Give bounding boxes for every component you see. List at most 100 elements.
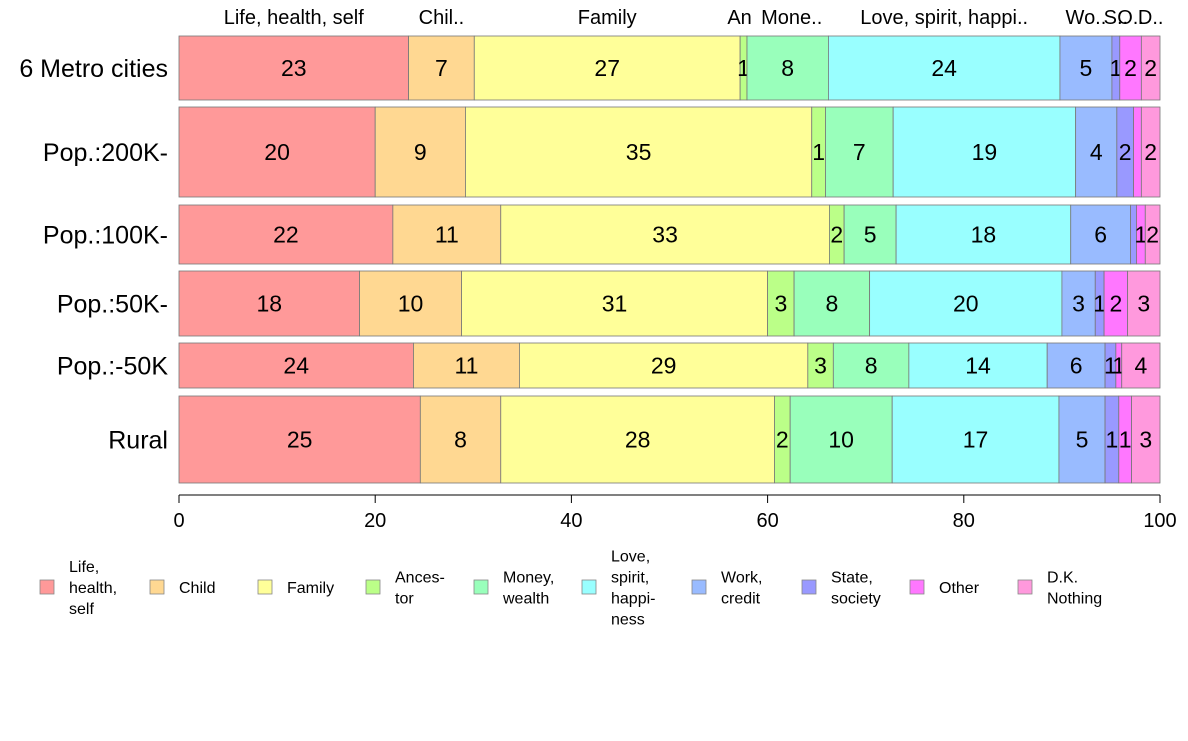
legend-label: Life, — [69, 559, 99, 576]
bar-segment — [832, 342, 910, 389]
bar-segment — [178, 342, 414, 389]
segment-value-label: 2 — [1124, 55, 1137, 81]
bar-segment — [908, 342, 1048, 389]
segment-value-label: 3 — [1139, 427, 1152, 453]
legend-swatch — [365, 579, 381, 595]
top-segment-label: An — [727, 7, 751, 29]
legend-label: Money, — [503, 570, 554, 587]
legend-label: Child — [179, 580, 215, 597]
category-label: Pop.:200K- — [43, 139, 168, 167]
bar-segment — [419, 395, 502, 484]
bar-segment — [746, 35, 829, 101]
bar-segment — [789, 395, 893, 484]
segment-value-label: 31 — [602, 291, 628, 317]
segment-value-label: 33 — [652, 222, 678, 248]
legend-label: Ances- — [395, 570, 445, 587]
legend-swatch — [473, 579, 489, 595]
segment-value-label: 24 — [931, 55, 957, 81]
segment-value-label: 10 — [398, 291, 424, 317]
bar-segment — [1059, 35, 1113, 101]
bar-segment — [465, 106, 813, 198]
category-label: Pop.:100K- — [43, 222, 168, 250]
legend-label: self — [69, 601, 94, 618]
legend-label: health, — [69, 580, 117, 597]
segment-value-label: 2 — [1144, 139, 1157, 165]
bar-segment — [828, 35, 1061, 101]
legend-label: spirit, — [611, 570, 649, 587]
top-segment-label: Mone.. — [761, 7, 822, 29]
top-segment-label: D.. — [1138, 7, 1164, 29]
bar-segment — [359, 270, 462, 337]
segment-value-label: 7 — [853, 139, 866, 165]
segment-value-label: 3 — [1072, 291, 1085, 317]
segment-value-label: 9 — [414, 139, 427, 165]
bar-segment — [1140, 35, 1161, 101]
segment-value-label: 3 — [814, 353, 827, 379]
legend-label: wealth — [502, 591, 549, 608]
segment-value-label: 18 — [971, 222, 997, 248]
x-tick-label: 40 — [560, 510, 582, 532]
segment-value-label: 2 — [1144, 55, 1157, 81]
x-tick-label: 60 — [756, 510, 778, 532]
segment-value-label: 11 — [435, 222, 459, 248]
legend-swatch — [801, 579, 817, 595]
segment-value-label: 10 — [828, 427, 854, 453]
bar-segment — [473, 35, 741, 101]
bar-segment — [500, 395, 775, 484]
bar-segment — [1121, 342, 1161, 389]
bar-segment — [892, 106, 1077, 198]
top-segment-label: S.. — [1104, 7, 1128, 29]
bar-segment — [1061, 270, 1096, 337]
segment-value-label: 2 — [1109, 291, 1122, 317]
segment-value-label: 7 — [435, 55, 448, 81]
legend-label: happi- — [611, 591, 655, 608]
bar-segment — [413, 342, 520, 389]
bar-segment — [500, 204, 830, 265]
legend-swatch — [909, 579, 925, 595]
segment-value-label: 18 — [256, 291, 282, 317]
legend-swatch — [149, 579, 165, 595]
bar-segment — [178, 270, 360, 337]
segment-value-label: 8 — [454, 427, 467, 453]
segment-value-label: 3 — [1137, 291, 1150, 317]
segment-value-label: 8 — [781, 55, 794, 81]
segment-value-label: 20 — [953, 291, 979, 317]
segment-value-label: 1 — [1104, 353, 1117, 379]
category-label: Pop.:-50K — [57, 353, 169, 381]
top-segment-label: Family — [578, 7, 637, 29]
legend-label: tor — [395, 591, 414, 608]
segment-value-label: 27 — [594, 55, 620, 81]
category-label: Rural — [108, 427, 168, 455]
segment-value-label: 4 — [1134, 353, 1147, 379]
bar-segment — [1058, 395, 1106, 484]
segment-value-label: 5 — [1076, 427, 1089, 453]
segment-value-label: 8 — [825, 291, 838, 317]
legend-swatch — [39, 579, 55, 595]
bar-segment — [1046, 342, 1106, 389]
bar-segment — [1127, 270, 1161, 337]
bar-segment — [869, 270, 1063, 337]
segment-value-label: 23 — [281, 55, 307, 81]
bar-segment — [1131, 395, 1161, 484]
x-tick-label: 80 — [953, 510, 975, 532]
segment-value-label: 1 — [1109, 55, 1122, 81]
x-tick-label: 20 — [364, 510, 386, 532]
segment-value-label: 8 — [865, 353, 878, 379]
bar-segment — [408, 35, 475, 101]
legend-label: Work, — [721, 570, 762, 587]
segment-value-label: 6 — [1070, 353, 1083, 379]
segment-value-label: 3 — [774, 291, 787, 317]
segment-value-label: 1 — [1093, 291, 1106, 317]
bar-segment — [178, 106, 376, 198]
top-segment-label: Wo.. — [1066, 7, 1107, 29]
segment-value-label: 35 — [626, 139, 652, 165]
segment-value-label: 1 — [1106, 427, 1119, 453]
bar-segment — [178, 395, 421, 484]
bar-segment — [178, 35, 409, 101]
top-segment-label: Chil.. — [419, 7, 465, 29]
legend-label: State, — [831, 570, 873, 587]
legend-label: Other — [939, 580, 980, 597]
bar-segment — [519, 342, 809, 389]
segment-value-label: 25 — [287, 427, 313, 453]
